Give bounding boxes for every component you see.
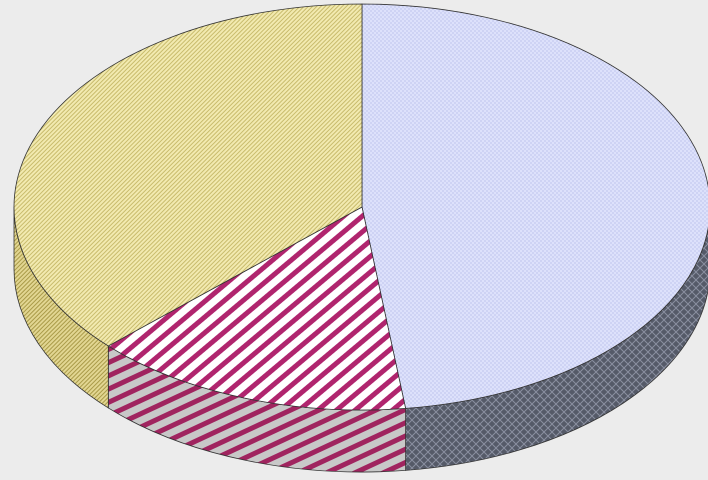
pie-slice-0[interactable] — [361, 3, 708, 409]
pie-slice-1[interactable] — [107, 206, 407, 411]
pie-tops — [13, 3, 708, 411]
pie-sides — [13, 206, 708, 473]
pie-slice-2[interactable] — [13, 3, 363, 347]
